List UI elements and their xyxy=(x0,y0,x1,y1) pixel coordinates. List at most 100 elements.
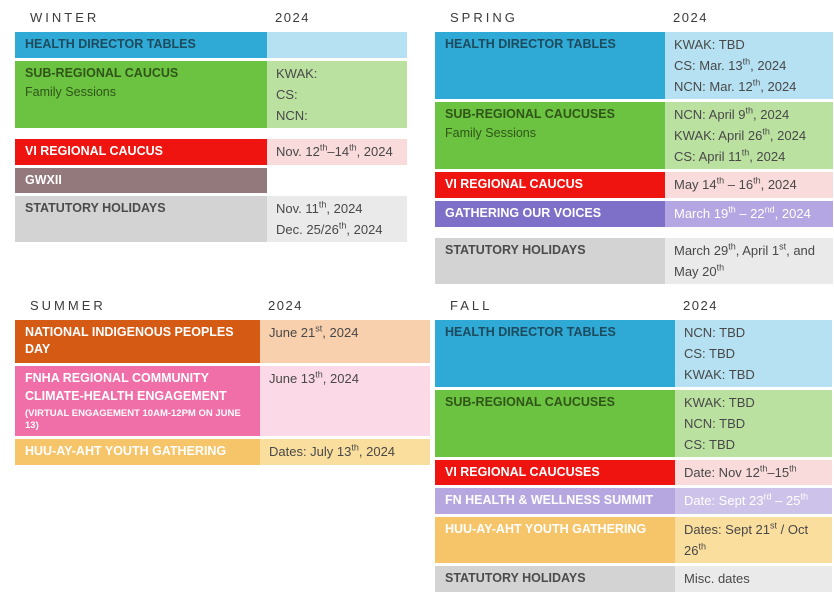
event-label-cell: SUB-REGIONAL CAUCUSES xyxy=(435,389,675,457)
date-line: Dates: Sept 21st / Oct 26th xyxy=(684,520,809,558)
event-name: STATUTORY HOLIDAYS xyxy=(445,242,586,257)
event-dates-cell: Dates: Sept 21st / Oct 26th xyxy=(675,517,832,563)
event-label-cell: HEALTH DIRECTOR TABLES xyxy=(15,32,267,58)
date-line: CS: Mar. 13th, 2024 xyxy=(674,56,787,73)
event-dates-cell: Dates: July 13th, 2024 xyxy=(260,439,430,465)
event-dates-cell: NCN: TBD CS: TBD KWAK: TBD xyxy=(675,319,832,387)
event-dates-cell: June 13th, 2024 xyxy=(260,366,430,437)
row-statutory-holidays: STATUTORY HOLIDAYS March 29th, April 1st… xyxy=(435,237,833,284)
event-name: VI REGIONAL CAUCUSES xyxy=(445,464,600,479)
event-label-cell: NATIONAL INDIGENOUS PEOPLES DAY xyxy=(15,319,260,363)
event-dates-cell: KWAK: TBD NCN: TBD CS: TBD xyxy=(675,389,832,457)
row-fn-health-wellness-summit: FN HEALTH & WELLNESS SUMMIT Date: Sept 2… xyxy=(435,488,833,514)
date-line: Nov. 12th–14th, 2024 xyxy=(276,142,393,159)
row-vi-regional-caucuses: VI REGIONAL CAUCUSES Date: Nov 12th–15th xyxy=(435,459,833,486)
date-line: Dates: July 13th, 2024 xyxy=(269,442,396,460)
winter-table: WINTER 2024 HEALTH DIRECTOR TABLES SUB-R… xyxy=(15,10,431,243)
date-line: Date: Nov 12th–15th xyxy=(684,463,797,480)
season-title: SPRING xyxy=(450,10,518,25)
table-header: SPRING 2024 xyxy=(435,10,833,26)
event-name: HEALTH DIRECTOR TABLES xyxy=(445,37,616,51)
event-label-cell: FN HEALTH & WELLNESS SUMMIT xyxy=(435,488,675,514)
event-name: HUU-AY-AHT YOUTH GATHERING xyxy=(445,522,647,536)
date-line: Nov. 11th, 2024 xyxy=(276,199,363,217)
row-fnha-climate-health-engagement: FNHA REGIONAL COMMUNITY CLIMATE-HEALTH E… xyxy=(15,366,431,437)
event-dates-cell: Date: Nov 12th–15th xyxy=(675,459,832,486)
date-line: Misc. dates xyxy=(684,571,750,586)
season-title: SUMMER xyxy=(30,297,106,313)
date-line: June 13th, 2024 xyxy=(269,369,359,386)
event-label-cell: HUU-AY-AHT YOUTH GATHERING xyxy=(15,439,260,465)
event-label-cell: GWXII xyxy=(15,167,267,194)
row-sub-regional-caucuses: SUB-REGIONAL CAUCUSES KWAK: TBD NCN: TBD… xyxy=(435,389,833,457)
date-line: CS: April 11th, 2024 xyxy=(674,147,786,164)
event-name: SUB-REGIONAL CAUCUS xyxy=(25,65,179,80)
date-line: NCN: xyxy=(276,107,308,123)
event-name: FNHA REGIONAL COMMUNITY CLIMATE-HEALTH E… xyxy=(25,371,227,403)
date-line: May 14th – 16th, 2024 xyxy=(674,175,797,192)
event-name: GWXII xyxy=(25,172,62,187)
date-line: Dec. 25/26th, 2024 xyxy=(276,220,383,238)
date-line: NCN: April 9th, 2024 xyxy=(674,105,790,122)
date-line: June 21st, 2024 xyxy=(269,323,359,340)
event-dates-cell: May 14th – 16th, 2024 xyxy=(665,172,833,198)
date-line: NCN: TBD xyxy=(684,415,746,431)
event-label-cell: SUB-REGIONAL CAUCUS Family Sessions xyxy=(15,60,267,128)
event-label-cell: GATHERING OUR VOICES xyxy=(435,200,665,227)
event-dates-cell: NCN: April 9th, 2024 KWAK: April 26th, 2… xyxy=(665,102,833,169)
event-subtitle: Family Sessions xyxy=(25,84,116,99)
event-name: GATHERING OUR VOICES xyxy=(445,205,602,220)
date-line: KWAK: TBD xyxy=(684,366,755,382)
year-label: 2024 xyxy=(673,10,708,25)
event-label-cell: VI REGIONAL CAUCUS xyxy=(435,172,665,198)
event-dates-cell: KWAK: CS: NCN: xyxy=(267,60,407,128)
row-national-indigenous-peoples-day: NATIONAL INDIGENOUS PEOPLES DAY June 21s… xyxy=(15,319,431,363)
event-label-cell: HUU-AY-AHT YOUTH GATHERING xyxy=(435,517,675,563)
row-health-director-tables: HEALTH DIRECTOR TABLES NCN: TBD CS: TBD … xyxy=(435,319,833,387)
event-name: HEALTH DIRECTOR TABLES xyxy=(445,324,616,339)
event-note: (VIRTUAL ENGAGEMENT 10AM-12PM ON JUNE 13… xyxy=(25,407,241,431)
row-sub-regional-caucuses: SUB-REGIONAL CAUCUSES Family Sessions NC… xyxy=(435,102,833,169)
date-line: CS: TBD xyxy=(684,436,736,452)
year-label: 2024 xyxy=(683,297,718,313)
row-statutory-holidays: STATUTORY HOLIDAYS Misc. dates xyxy=(435,566,833,592)
date-line: March 29th, April 1st, and May 20th xyxy=(674,241,816,279)
date-line: KWAK: April 26th, 2024 xyxy=(674,126,807,143)
row-huu-ay-aht-youth-gathering: HUU-AY-AHT YOUTH GATHERING Dates: July 1… xyxy=(15,439,431,465)
event-dates-cell: Nov. 11th, 2024 Dec. 25/26th, 2024 xyxy=(267,196,407,243)
event-name: STATUTORY HOLIDAYS xyxy=(445,571,586,585)
event-label-cell: FNHA REGIONAL COMMUNITY CLIMATE-HEALTH E… xyxy=(15,366,260,437)
event-dates-cell xyxy=(267,32,407,58)
event-name: STATUTORY HOLIDAYS xyxy=(25,201,166,216)
event-label-cell: STATUTORY HOLIDAYS xyxy=(435,237,665,284)
date-line: CS: TBD xyxy=(684,345,736,361)
event-name: HEALTH DIRECTOR TABLES xyxy=(25,37,196,51)
date-line: KWAK: xyxy=(276,65,318,81)
event-dates-cell: Date: Sept 23rd – 25th xyxy=(675,488,832,514)
event-subtitle: Family Sessions xyxy=(445,125,536,140)
season-title: WINTER xyxy=(30,10,100,25)
date-line: Date: Sept 23rd – 25th xyxy=(684,491,808,509)
row-health-director-tables: HEALTH DIRECTOR TABLES KWAK: TBD CS: Mar… xyxy=(435,32,833,99)
event-name: SUB-REGIONAL CAUCUSES xyxy=(445,107,615,121)
event-dates-cell: March 29th, April 1st, and May 20th xyxy=(665,237,833,284)
event-name: HUU-AY-AHT YOUTH GATHERING xyxy=(25,444,227,459)
event-name: VI REGIONAL CAUCUS xyxy=(445,177,583,191)
event-dates-cell: Misc. dates xyxy=(675,566,832,592)
event-dates-cell: Nov. 12th–14th, 2024 xyxy=(267,138,407,165)
event-name: SUB-REGIONAL CAUCUSES xyxy=(445,394,615,409)
year-label: 2024 xyxy=(268,297,303,313)
event-name: NATIONAL INDIGENOUS PEOPLES DAY xyxy=(25,324,234,357)
row-sub-regional-caucus: SUB-REGIONAL CAUCUS Family Sessions KWAK… xyxy=(15,60,431,128)
date-line: NCN: TBD xyxy=(684,324,746,340)
row-vi-regional-caucus: VI REGIONAL CAUCUS May 14th – 16th, 2024 xyxy=(435,172,833,198)
table-header: FALL 2024 xyxy=(435,298,833,314)
event-label-cell: VI REGIONAL CAUCUSES xyxy=(435,459,675,486)
event-dates-cell: March 19th – 22nd, 2024 xyxy=(665,200,833,227)
event-label-cell: STATUTORY HOLIDAYS xyxy=(15,196,267,243)
row-gwxii: GWXII xyxy=(15,167,431,194)
date-line: KWAK: TBD xyxy=(674,37,745,52)
event-label-cell: HEALTH DIRECTOR TABLES xyxy=(435,32,665,99)
event-dates-cell: June 21st, 2024 xyxy=(260,319,430,363)
table-header: WINTER 2024 xyxy=(15,10,431,26)
